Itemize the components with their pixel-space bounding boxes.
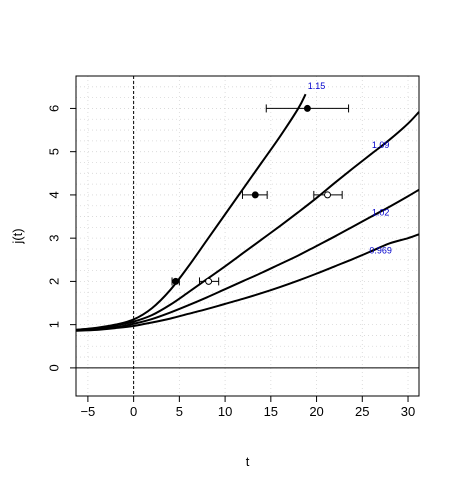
curve-label-0: 1.15 xyxy=(308,81,326,91)
curve-3 xyxy=(75,233,420,332)
x-axis-label: t xyxy=(246,454,250,469)
data-point-4 xyxy=(303,104,311,112)
x-tick-label-1: 0 xyxy=(130,404,137,419)
data-point-2 xyxy=(251,191,259,199)
data-points xyxy=(171,104,350,286)
y-tick-label-0: 0 xyxy=(47,364,62,371)
y-tick-label-1: 1 xyxy=(47,321,62,328)
data-point-1 xyxy=(205,277,213,285)
x-tick-label-5: 20 xyxy=(309,404,323,419)
x-tick-label-7: 30 xyxy=(401,404,415,419)
curve-label-1: 1.09 xyxy=(372,140,390,150)
data-point-3 xyxy=(324,191,332,199)
curve-2 xyxy=(75,188,420,332)
curve-1 xyxy=(75,111,420,331)
reference-lines xyxy=(76,76,419,396)
axis-ticks: −5 0 5 10 15 20 25 30 0 1 2 3 4 5 6 xyxy=(47,105,416,419)
y-tick-label-4: 4 xyxy=(47,191,62,198)
x-tick-label-3: 10 xyxy=(218,404,232,419)
y-tick-label-2: 2 xyxy=(47,278,62,285)
x-tick-label-4: 15 xyxy=(264,404,278,419)
x-tick-label-0: −5 xyxy=(80,404,95,419)
y-tick-label-3: 3 xyxy=(47,235,62,242)
data-point-0 xyxy=(172,277,180,285)
grid-lines xyxy=(76,76,419,396)
curve-label-2: 1.02 xyxy=(372,208,390,218)
curve-label-3: 0.969 xyxy=(369,245,392,255)
curve-labels: 1.15 1.09 1.02 0.969 xyxy=(308,81,392,255)
y-axis-label: j(t) xyxy=(10,228,25,244)
x-tick-label-6: 25 xyxy=(355,404,369,419)
x-tick-label-2: 5 xyxy=(176,404,183,419)
y-tick-label-6: 6 xyxy=(47,105,62,112)
curves xyxy=(75,93,420,332)
plot-frame xyxy=(75,75,420,397)
y-tick-label-5: 5 xyxy=(47,148,62,155)
